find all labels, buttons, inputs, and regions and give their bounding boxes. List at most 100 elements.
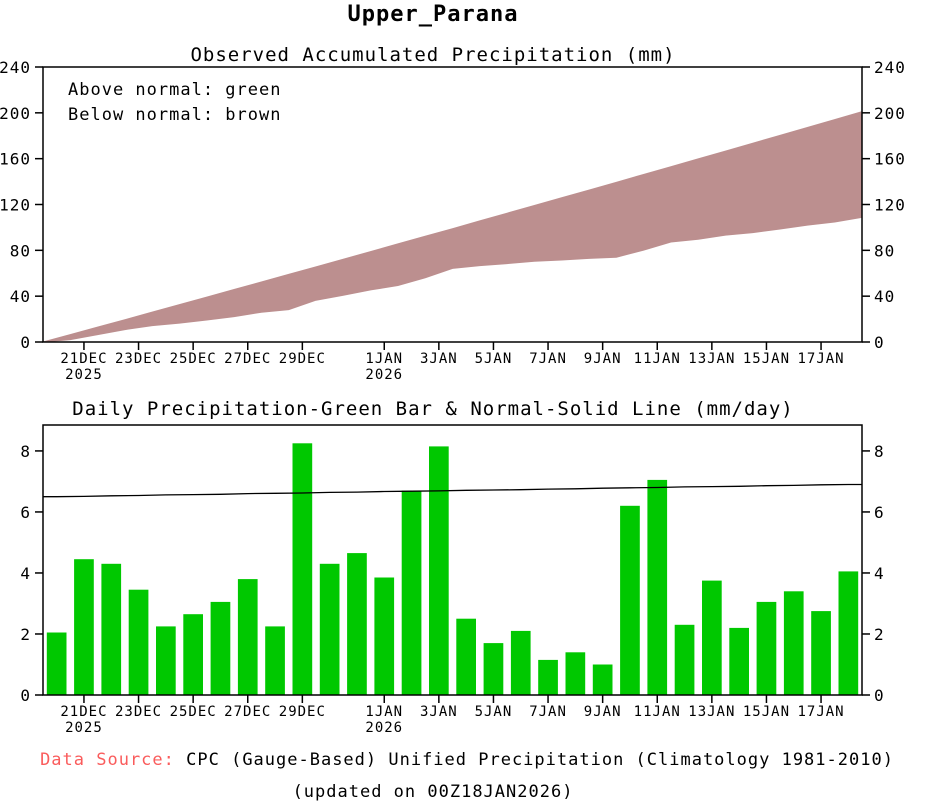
x-tick-label: 27DEC xyxy=(224,351,271,367)
y-tick-label-right: 200 xyxy=(874,104,906,123)
daily-precip-bar xyxy=(156,626,176,695)
daily-precip-bar xyxy=(592,664,613,695)
x-tick-label: 25DEC xyxy=(170,351,217,367)
x-tick-label: 27DEC xyxy=(224,704,271,720)
x-tick-label: 29DEC xyxy=(279,351,326,367)
daily-precip-bar xyxy=(783,591,804,695)
x-tick-label: 25DEC xyxy=(170,704,217,720)
x-tick-label: 5JAN xyxy=(475,704,513,720)
below-normal-band xyxy=(42,111,863,343)
x-tick-label: 11JAN xyxy=(634,704,681,720)
x-tick-label: 11JAN xyxy=(634,351,681,367)
y-tick-label-right: 160 xyxy=(874,150,906,169)
x-tick-label: 21DEC xyxy=(60,704,107,720)
y-tick-label-right: 4 xyxy=(874,564,885,583)
accum-legend: Above normal: green Below normal: brown xyxy=(68,78,281,128)
x-tick-label: 29DEC xyxy=(279,704,326,720)
x-tick-label: 17JAN xyxy=(797,704,844,720)
x-tick-label: 23DEC xyxy=(115,351,162,367)
x-tick-label: 9JAN xyxy=(584,351,622,367)
daily-chart-title: Daily Precipitation-Green Bar & Normal-S… xyxy=(72,398,794,420)
daily-precip-bar xyxy=(620,505,640,695)
x-tick-label: 9JAN xyxy=(584,704,622,720)
y-tick-label-left: 0 xyxy=(20,333,31,352)
daily-precip-bar xyxy=(756,601,777,695)
daily-precip-bar xyxy=(811,611,831,695)
x-tick-label: 1JAN xyxy=(365,351,403,367)
x-tick-label: 1JAN xyxy=(365,704,403,720)
data-source-label: Data Source: xyxy=(40,750,175,770)
x-tick-label: 13JAN xyxy=(688,704,735,720)
daily-precip-bar xyxy=(210,601,231,695)
y-tick-label-left: 80 xyxy=(10,241,31,260)
x-tick-year: 2025 xyxy=(65,367,103,383)
y-tick-label-right: 0 xyxy=(874,686,885,705)
x-tick-label: 17JAN xyxy=(797,351,844,367)
x-tick-label: 7JAN xyxy=(529,704,567,720)
daily-precip-bar xyxy=(74,559,94,695)
legend-below-normal: Below normal: brown xyxy=(68,105,282,125)
accum-chart-title: Observed Accumulated Precipitation (mm) xyxy=(190,44,676,66)
daily-precip-bar xyxy=(183,614,203,695)
daily-precip-bar xyxy=(674,624,695,695)
y-tick-label-right: 0 xyxy=(874,333,885,352)
x-tick-label: 15JAN xyxy=(743,351,790,367)
daily-precip-bar xyxy=(374,577,395,695)
y-tick-label-right: 6 xyxy=(874,503,885,522)
daily-precip-bar xyxy=(647,479,668,695)
daily-precip-bar xyxy=(538,659,558,695)
y-tick-label-left: 240 xyxy=(0,58,31,77)
x-tick-label: 3JAN xyxy=(420,704,458,720)
daily-precip-bar xyxy=(729,627,749,695)
daily-precip-bar xyxy=(46,632,67,695)
updated-line: (updated on 00Z18JAN2026) xyxy=(292,782,574,802)
y-tick-label-left: 200 xyxy=(0,104,31,123)
x-tick-label: 7JAN xyxy=(529,351,567,367)
daily-precip-bar xyxy=(265,626,285,695)
x-tick-year: 2025 xyxy=(65,720,103,736)
x-tick-label: 21DEC xyxy=(60,351,107,367)
y-tick-label-right: 240 xyxy=(874,58,906,77)
y-tick-label-left: 2 xyxy=(20,625,31,644)
normal-precip-line xyxy=(43,483,862,498)
daily-precip-bar xyxy=(319,563,340,695)
x-tick-year: 2026 xyxy=(365,720,403,736)
y-tick-label-right: 2 xyxy=(874,625,885,644)
data-source-line: Data Source: CPC (Gauge-Based) Unified P… xyxy=(0,750,934,770)
x-tick-label: 13JAN xyxy=(688,351,735,367)
x-tick-year: 2026 xyxy=(365,367,403,383)
daily-precip-bar xyxy=(702,580,722,695)
y-tick-label-left: 0 xyxy=(20,686,31,705)
y-tick-label-right: 40 xyxy=(874,287,895,306)
daily-precip-bar xyxy=(101,563,122,695)
daily-precip-bar xyxy=(483,643,504,695)
y-tick-label-left: 40 xyxy=(10,287,31,306)
y-tick-label-left: 120 xyxy=(0,196,31,215)
x-tick-label: 15JAN xyxy=(743,704,790,720)
y-tick-label-right: 8 xyxy=(874,442,885,461)
y-tick-label-left: 6 xyxy=(20,503,31,522)
x-tick-label: 23DEC xyxy=(115,704,162,720)
daily-precip-bar xyxy=(347,553,367,695)
daily-precip-bar xyxy=(510,630,531,695)
y-tick-label-left: 4 xyxy=(20,564,31,583)
daily-precip-bar xyxy=(838,571,859,695)
data-source-text: CPC (Gauge-Based) Unified Precipitation … xyxy=(186,750,894,770)
daily-precip-bar xyxy=(429,446,449,695)
daily-plot-frame xyxy=(42,424,863,696)
daily-precip-bar xyxy=(237,579,258,695)
y-tick-label-right: 120 xyxy=(874,196,906,215)
x-tick-label: 5JAN xyxy=(475,351,513,367)
legend-above-normal: Above normal: green xyxy=(68,80,282,100)
daily-precip-bar xyxy=(128,589,149,695)
daily-precip-bar xyxy=(401,490,422,695)
daily-precip-bar xyxy=(456,618,476,695)
x-tick-label: 3JAN xyxy=(420,351,458,367)
y-tick-label-left: 8 xyxy=(20,442,31,461)
daily-precip-bar xyxy=(565,652,586,695)
y-tick-label-right: 80 xyxy=(874,241,895,260)
y-tick-label-left: 160 xyxy=(0,150,31,169)
page-title: Upper_Parana xyxy=(347,2,519,27)
